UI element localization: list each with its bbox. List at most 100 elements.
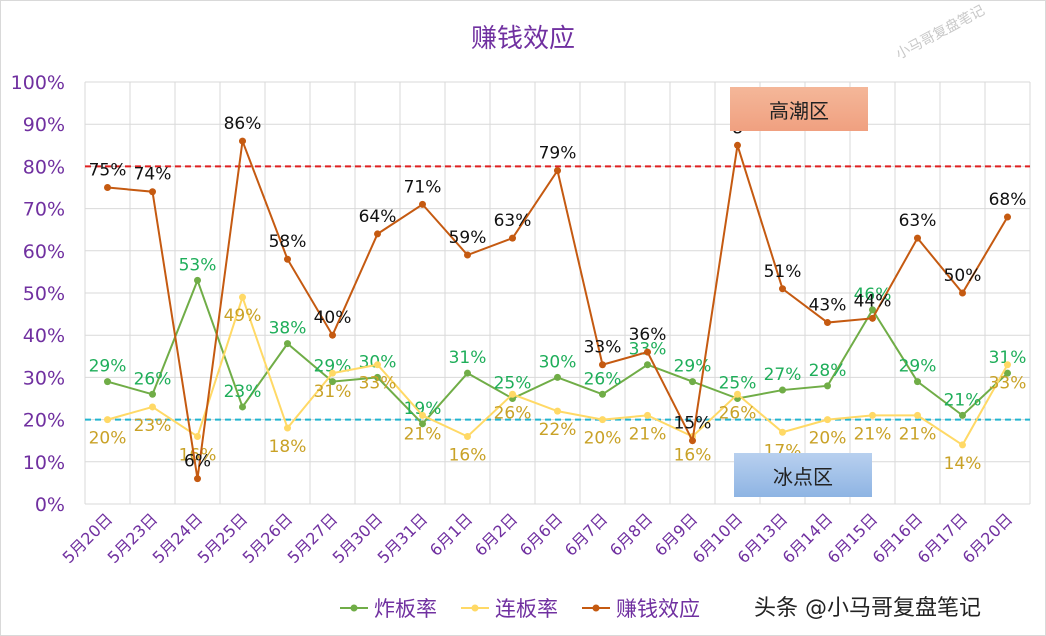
legend-label-lianban: 连板率	[495, 597, 558, 621]
data-label: 31%	[989, 348, 1027, 368]
data-point	[914, 234, 921, 242]
x-tick-label: 6月20日	[959, 509, 1017, 567]
y-tick-label: 100%	[11, 72, 65, 94]
data-label: 59%	[449, 228, 487, 248]
data-label: 26%	[719, 403, 757, 423]
data-point	[599, 361, 606, 369]
data-point	[464, 251, 471, 259]
data-label: 74%	[134, 165, 172, 185]
data-label: 21%	[944, 390, 982, 410]
data-point	[1004, 213, 1011, 221]
x-tick-label: 6月8日	[606, 509, 656, 559]
data-point	[284, 255, 291, 263]
data-label: 30%	[539, 352, 577, 372]
data-label: 75%	[89, 161, 127, 181]
data-label: 29%	[899, 357, 937, 377]
data-point	[599, 390, 606, 398]
data-point	[239, 293, 246, 301]
data-label: 63%	[494, 211, 532, 231]
x-tick-label: 6月1日	[426, 509, 476, 559]
data-point	[239, 137, 246, 145]
data-label: 21%	[899, 424, 937, 444]
y-tick-label: 40%	[23, 325, 65, 347]
data-label: 36%	[629, 325, 667, 345]
data-point	[779, 428, 786, 436]
data-point	[599, 416, 606, 424]
data-label: 23%	[134, 416, 172, 436]
y-tick-label: 20%	[23, 410, 65, 432]
data-point	[554, 407, 561, 415]
data-point	[149, 403, 156, 411]
data-label: 71%	[404, 177, 442, 197]
data-point	[869, 411, 876, 419]
data-label: 43%	[809, 296, 847, 316]
legend-swatch-lianban	[461, 604, 489, 612]
data-point	[869, 306, 876, 314]
chart-title: 赚钱效应	[470, 24, 575, 54]
legend-item-lianban: 连板率	[461, 593, 558, 623]
data-label: 21%	[404, 424, 442, 444]
data-label: 21%	[629, 424, 667, 444]
data-label: 26%	[584, 369, 622, 389]
data-label: 29%	[89, 357, 127, 377]
data-label: 16%	[674, 445, 712, 465]
data-label: 50%	[944, 266, 982, 286]
data-point	[644, 348, 651, 356]
data-label: 20%	[89, 429, 127, 449]
data-label: 25%	[719, 374, 757, 394]
data-point	[644, 411, 651, 419]
data-label: 21%	[854, 424, 892, 444]
y-tick-label: 90%	[23, 114, 65, 136]
data-point	[104, 416, 111, 424]
watermark-bottom: 头条 @小马哥复盘笔记	[754, 596, 981, 621]
data-label: 26%	[494, 403, 532, 423]
data-point	[689, 378, 696, 386]
data-point	[149, 188, 156, 196]
data-point	[914, 378, 921, 386]
legend-label-zhuanqian: 赚钱效应	[616, 597, 700, 621]
data-label: 25%	[494, 374, 532, 394]
data-point	[734, 390, 741, 398]
data-label: 33%	[584, 338, 622, 358]
data-label: 26%	[134, 369, 172, 389]
x-tick-label: 6月6日	[516, 509, 566, 559]
y-tick-label: 30%	[23, 367, 65, 389]
x-tick-label: 6月2日	[471, 509, 521, 559]
data-label: 44%	[854, 291, 892, 311]
data-label: 29%	[674, 357, 712, 377]
data-point	[104, 378, 111, 386]
x-tick-label: 6月7日	[561, 509, 611, 559]
data-label: 33%	[359, 374, 397, 394]
data-label: 18%	[269, 437, 307, 457]
data-label: 51%	[764, 262, 802, 282]
data-point	[869, 314, 876, 322]
legend-swatch-zhuanqian	[582, 604, 610, 612]
data-label: 31%	[314, 382, 352, 402]
data-label: 31%	[449, 348, 487, 368]
data-point	[104, 184, 111, 191]
y-tick-label: 60%	[23, 241, 65, 263]
legend: 炸板率 连板率 赚钱效应	[340, 593, 700, 623]
data-point	[464, 369, 471, 377]
cold-zone-label: 冰点区	[734, 453, 872, 497]
y-tick-label: 50%	[23, 283, 65, 305]
data-point	[959, 289, 966, 297]
y-tick-label: 0%	[35, 494, 65, 516]
data-point	[239, 403, 246, 411]
data-label: 16%	[449, 445, 487, 465]
data-point	[644, 361, 651, 369]
data-label: 64%	[359, 207, 397, 227]
data-label: 86%	[224, 114, 262, 134]
data-point	[419, 420, 426, 428]
y-tick-label: 10%	[23, 452, 65, 474]
legend-label-zhaban: 炸板率	[374, 597, 437, 621]
data-point	[194, 475, 201, 483]
data-point	[1004, 361, 1011, 369]
data-point	[194, 432, 201, 440]
data-point	[329, 369, 336, 377]
data-point	[374, 373, 381, 381]
data-label: 68%	[989, 190, 1027, 210]
data-label: 14%	[944, 454, 982, 474]
data-label: 79%	[539, 144, 577, 164]
